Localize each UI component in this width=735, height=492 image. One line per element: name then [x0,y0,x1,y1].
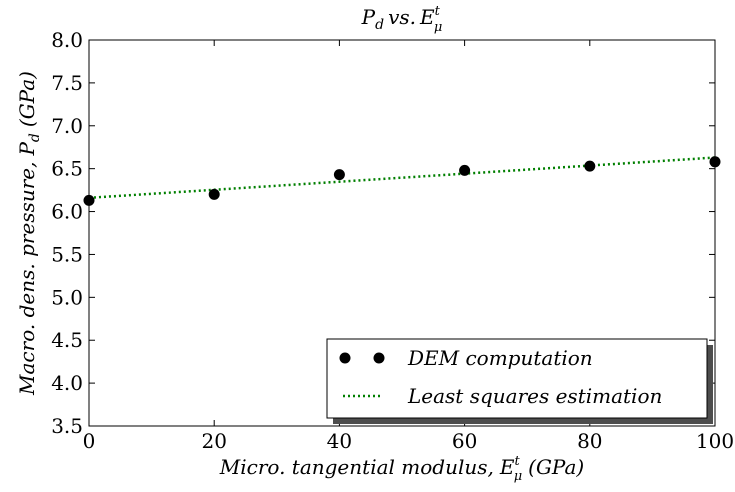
legend-label-least-squares: Least squares estimation [407,384,662,408]
legend-box [326,338,708,419]
x-tick-labels: 0 20 40 60 80 100 [83,429,734,453]
y-tick-label: 7.5 [51,71,83,95]
y-tick-label: 7.0 [51,114,83,138]
dem-point-0 [83,194,95,206]
y-tick-labels: 3.5 4.0 4.5 5.0 5.5 6.0 6.5 7.0 7.5 8.0 [51,28,83,438]
dem-point-2 [333,169,345,181]
y-tick-label: 6.5 [51,157,83,181]
y-tick-label: 3.5 [51,414,83,438]
dem-point-4 [584,160,596,172]
y-tick-label: 5.5 [51,242,83,266]
legend-label-dem: DEM computation [407,346,593,370]
dem-point-1 [208,188,220,200]
y-tick-label: 5.0 [51,285,83,309]
legend-marker-dem-2 [373,352,385,364]
y-axis-label: Macro. dens. pressure,Pd(GPa) [15,71,43,396]
x-tick-label: 80 [577,429,602,453]
series-layer [83,156,721,206]
y-tick-label: 4.5 [51,328,83,352]
x-tick-label: 40 [327,429,352,453]
x-tick-label: 0 [83,429,96,453]
y-tick-label: 6.0 [51,200,83,224]
legend-marker-dem-1 [339,352,351,364]
y-tick-label: 4.0 [51,371,83,395]
y-tick-label: 8.0 [51,28,83,52]
x-tick-label: 20 [201,429,226,453]
x-axis-label: Micro. tangential modulus, Et μ (GPa) [219,454,584,484]
legend: DEM computation Least squares estimation [326,338,713,424]
x-tick-label: 60 [452,429,477,453]
dem-point-5 [709,156,721,168]
x-tick-label: 100 [696,429,734,453]
chart-title: Pd vs. Et μ [361,4,443,35]
dem-point-3 [459,164,471,176]
